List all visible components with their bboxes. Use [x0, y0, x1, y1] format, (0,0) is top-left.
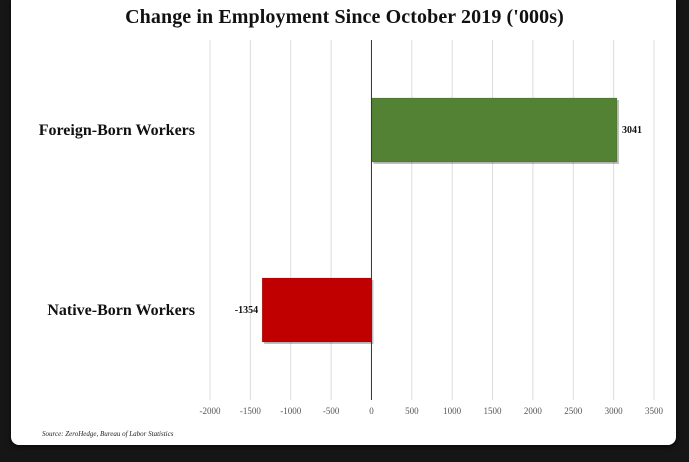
source-note: Source: ZeroHedge, Bureau of Labor Stati… — [42, 430, 174, 438]
x-tick-label: -500 — [323, 406, 340, 416]
x-tick-label: 0 — [369, 406, 374, 416]
bars — [261, 97, 619, 344]
data-labels: 3041 -1354 — [235, 125, 642, 316]
category-label: Foreign-Born Workers — [39, 122, 195, 139]
bar — [261, 277, 372, 343]
bar — [371, 97, 618, 163]
x-tick-label: 500 — [405, 406, 419, 416]
gridlines — [209, 40, 655, 400]
chart-title: Change in Employment Since October 2019 … — [125, 6, 564, 28]
x-tick-label: 3500 — [645, 406, 664, 416]
chart-card — [11, 0, 676, 445]
x-tick-label: 2000 — [524, 406, 543, 416]
x-tick-label: -1000 — [280, 406, 301, 416]
x-tick-labels: -2000 -1500 -1000 -500 0 500 1000 1500 2000 2500 3… — [200, 406, 664, 416]
category-label: Native-Born Workers — [47, 302, 195, 319]
x-tick-label: -1500 — [240, 406, 261, 416]
x-tick-label: 1000 — [443, 406, 462, 416]
x-tick-label: 2500 — [564, 406, 583, 416]
x-tick-label: -2000 — [200, 406, 221, 416]
x-tick-label: 3000 — [605, 406, 624, 416]
data-label: 3041 — [622, 125, 642, 136]
data-label: -1354 — [235, 305, 258, 316]
x-tick-label: 1500 — [484, 406, 503, 416]
category-labels: Foreign-Born Workers Native-Born Workers — [39, 122, 195, 319]
